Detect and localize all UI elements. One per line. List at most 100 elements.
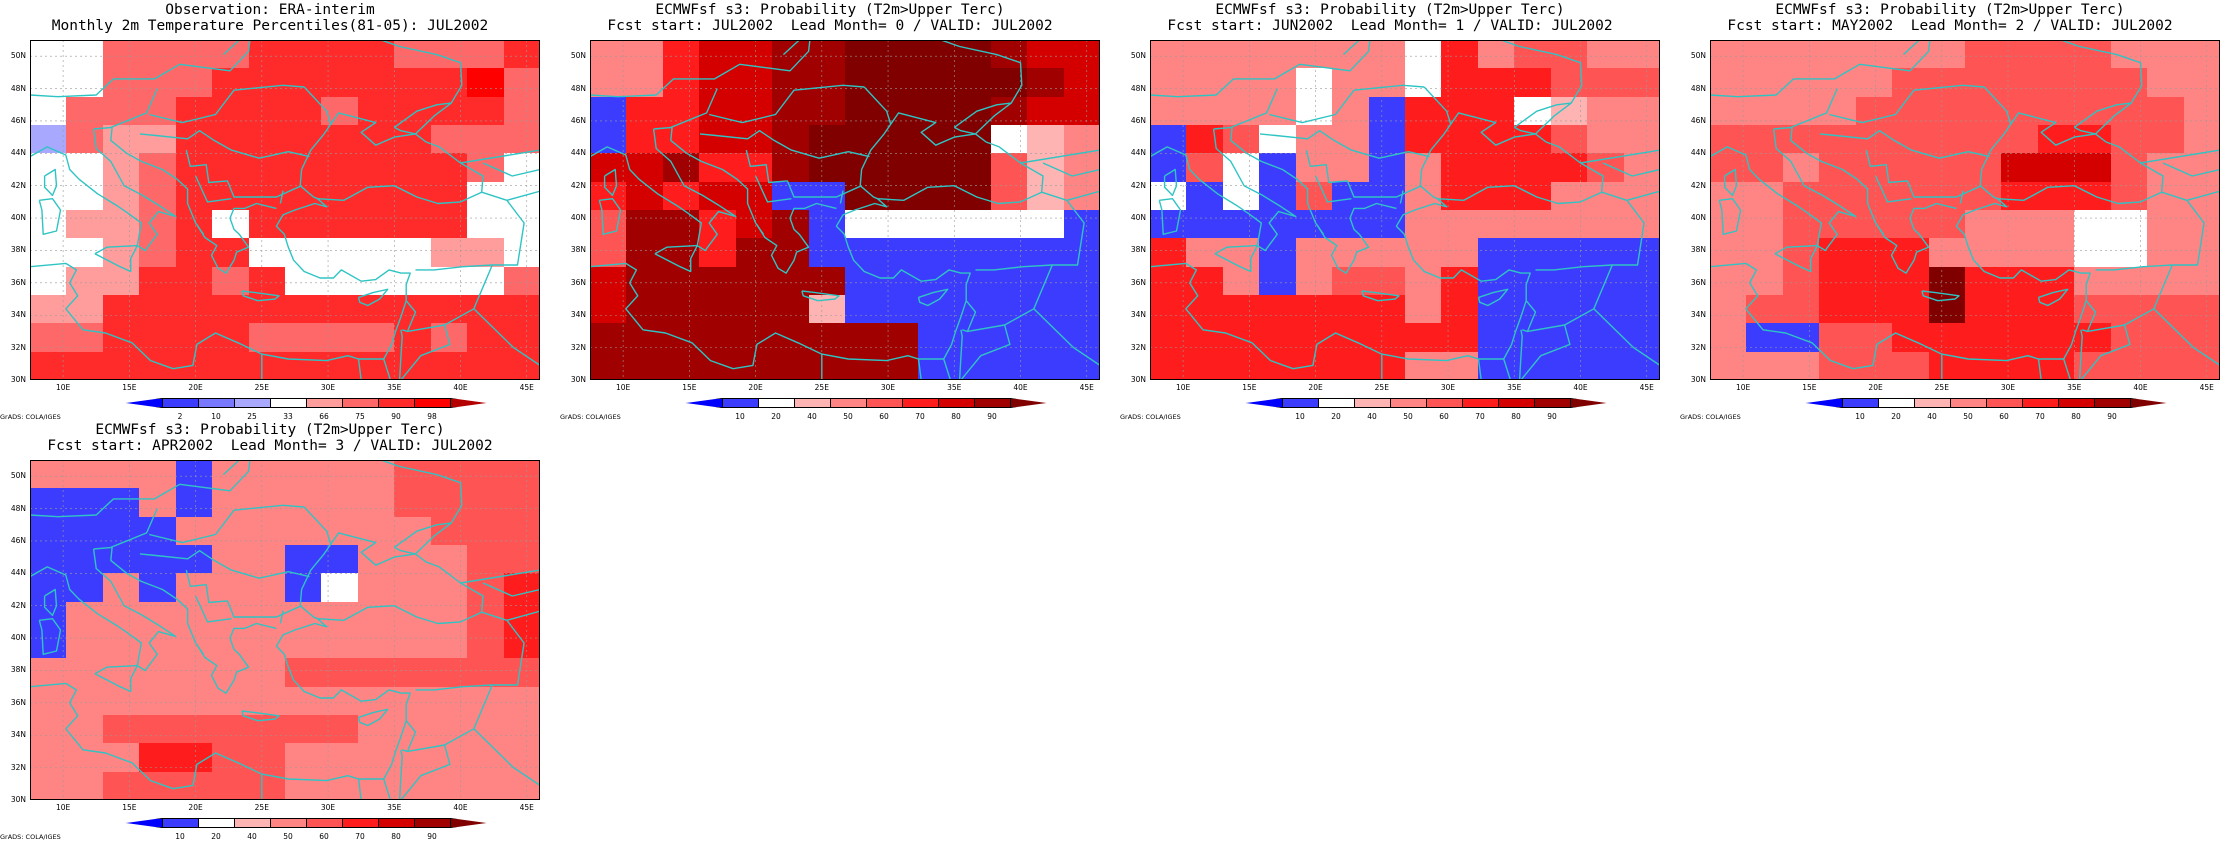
grid-cell [1514, 40, 1552, 69]
colorbar-segment [162, 398, 199, 408]
coastline [149, 84, 305, 124]
grid-cell [1746, 210, 1784, 239]
coastline [1042, 162, 1100, 201]
coastline [149, 504, 305, 544]
coastline-overlay [590, 40, 1100, 380]
grid-cell [430, 351, 468, 380]
grid-cell [102, 686, 140, 716]
coastline [940, 40, 1023, 104]
grid-cell [212, 658, 250, 688]
panel-title-line1: ECMWFsf s3: Probability (T2m>Upper Terc) [655, 2, 1005, 18]
grid-cell [1259, 40, 1297, 69]
grid-cell [1710, 40, 1748, 69]
grid-cell [590, 125, 628, 154]
longitude-tick-label: 20E [1868, 383, 1883, 392]
latitude-tick-label: 44N [10, 568, 26, 578]
grid-cell [1819, 125, 1857, 154]
coastline [94, 664, 139, 693]
grid-cell [1222, 181, 1260, 211]
grid-cell [917, 210, 955, 239]
grid-cell [66, 573, 104, 603]
grid-cell [1405, 181, 1443, 211]
coastline [2078, 329, 2083, 380]
coastline [1316, 202, 1397, 274]
grid-cell [102, 715, 140, 744]
panel-title-line1: Observation: ERA-interim [165, 2, 375, 18]
colorbar-segment [2022, 398, 2059, 408]
coastline [279, 190, 284, 204]
grid-cell [139, 488, 177, 518]
coastline [1718, 197, 1742, 236]
colorbar-label: 60 [1999, 412, 2009, 421]
grid-cell [808, 210, 846, 239]
grid-cell [1550, 125, 1588, 154]
grads-credit: GrADS: COLA/IGES [1120, 413, 1181, 421]
colorbar-label: 40 [807, 412, 817, 421]
grid-cell [1965, 351, 2003, 380]
grid-cell [503, 545, 540, 574]
grid-cell [662, 181, 700, 211]
grid-cell [212, 40, 250, 69]
coastline [241, 710, 280, 722]
latitude-tick-label: 42N [10, 600, 26, 610]
grads-credit: GrADS: COLA/IGES [1680, 413, 1741, 421]
colorbar-segment [866, 398, 903, 408]
latitude-tick-label: 30N [1130, 375, 1146, 384]
coastline [93, 546, 205, 655]
longitude-tick-label: 35E [947, 383, 962, 392]
coastline [2081, 300, 2097, 333]
grid-cell [30, 238, 68, 268]
grid-cell [357, 238, 395, 268]
latitude-tick-label: 48N [570, 83, 586, 93]
grid-cell [102, 630, 140, 659]
coastline [482, 162, 540, 201]
grid-cell [1063, 153, 1100, 183]
colorbar-segment [270, 818, 307, 828]
grid-cell [1027, 210, 1065, 239]
grid-cell [66, 323, 104, 353]
grid-cell [626, 266, 664, 296]
coastline [1921, 290, 1960, 302]
latitude-tick-label: 34N [10, 310, 26, 320]
grid-cell [1550, 210, 1588, 239]
grid-cell [30, 630, 68, 659]
grid-cell [2183, 68, 2220, 98]
grid-cell [699, 181, 737, 211]
colorbar-segment [1390, 398, 1427, 408]
grid-cell [2110, 238, 2148, 268]
grid-cell [66, 743, 104, 773]
grid-cell [175, 181, 213, 211]
grid-cell [2037, 238, 2075, 268]
grid-cell [102, 266, 140, 296]
colorbar-segment [758, 398, 795, 408]
grid-cell [139, 40, 177, 69]
colorbar-label: 70 [2035, 412, 2045, 421]
longitude-tick-label: 45E [519, 803, 534, 812]
grid-cell [357, 488, 395, 518]
grid-cell [66, 40, 104, 69]
coastline [2037, 288, 2069, 307]
grid-cell [102, 153, 140, 183]
grid-cell [102, 460, 140, 489]
grid-cell [917, 153, 955, 183]
coastline [1150, 128, 1297, 252]
coastline [194, 595, 232, 623]
grid-cell [503, 658, 540, 688]
grid-cell [285, 125, 323, 154]
grid-cell [1928, 238, 1966, 268]
grid-cell [1186, 181, 1224, 211]
latitude-tick-label: 48N [10, 83, 26, 93]
grid-cell [285, 601, 323, 631]
grid-cell [394, 686, 432, 716]
grid-cell [248, 153, 286, 183]
coastline [222, 40, 240, 56]
longitude-tick-label: 30E [320, 803, 336, 812]
latitude-tick-label: 34N [1690, 310, 1706, 320]
grid-cell [321, 40, 359, 69]
grid-cell [285, 715, 323, 744]
latitude-tick-label: 46N [10, 535, 26, 545]
grid-cell [1027, 153, 1065, 183]
grid-cell [212, 181, 250, 211]
grid-cell [212, 68, 250, 98]
longitude-tick-label: 25E [1934, 383, 1949, 392]
